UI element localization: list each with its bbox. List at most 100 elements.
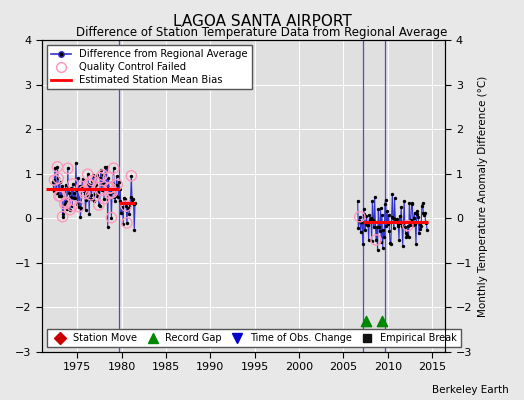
Point (389, 215, 397, 222)
Point (372, 237, 380, 243)
Point (392, 217, 400, 224)
Point (108, 181, 117, 188)
Point (420, 212, 428, 218)
Point (417, 222, 425, 229)
Point (131, 200, 139, 206)
Point (71, 195, 79, 201)
Point (106, 185, 115, 191)
Point (104, 174, 113, 181)
Point (122, 203, 130, 209)
Point (96, 174, 104, 181)
Point (69, 181, 77, 187)
Point (50, 177, 59, 183)
Point (56, 193, 64, 199)
Point (356, 214, 364, 220)
Point (387, 214, 396, 220)
Point (386, 240, 395, 246)
Point (105, 185, 113, 191)
Point (108, 189, 116, 196)
Point (61, 200, 69, 207)
Point (388, 191, 397, 197)
Point (83, 171, 92, 178)
Point (398, 242, 407, 249)
Point (119, 220, 127, 227)
Point (56, 193, 64, 199)
Point (354, 224, 363, 231)
Point (362, 212, 370, 219)
Point (381, 197, 390, 203)
Point (78, 183, 86, 190)
Point (365, 212, 374, 218)
Point (407, 217, 415, 224)
Point (122, 203, 130, 209)
Point (110, 165, 118, 172)
Point (358, 219, 366, 225)
Point (57, 193, 66, 199)
Point (113, 182, 122, 188)
Point (81, 190, 89, 197)
Point (63, 206, 71, 213)
Point (60, 194, 68, 200)
Point (58, 214, 67, 220)
Point (54, 193, 63, 199)
Point (72, 186, 81, 193)
Point (67, 184, 75, 191)
Point (89, 172, 97, 178)
Point (90, 198, 99, 204)
Point (106, 185, 115, 191)
Point (362, 221, 370, 227)
Point (95, 202, 103, 208)
Point (49, 179, 57, 186)
Point (112, 173, 121, 180)
Point (95, 203, 104, 210)
Point (128, 196, 137, 202)
Point (107, 214, 116, 221)
Point (123, 220, 131, 226)
Point (114, 194, 122, 200)
Point (104, 224, 112, 230)
Point (123, 220, 131, 226)
Point (54, 175, 62, 182)
Point (66, 206, 74, 213)
Point (112, 193, 120, 200)
Point (372, 237, 380, 243)
Point (392, 216, 401, 222)
Point (130, 227, 138, 233)
Point (70, 195, 78, 201)
Point (410, 210, 419, 216)
Point (405, 200, 413, 206)
Point (421, 219, 430, 225)
Point (80, 188, 88, 194)
Point (355, 218, 363, 225)
Point (58, 183, 66, 189)
Point (111, 198, 119, 204)
Point (66, 206, 74, 213)
Point (407, 201, 416, 207)
Point (394, 220, 402, 227)
Point (371, 219, 379, 226)
Point (99, 172, 107, 178)
Point (406, 222, 414, 228)
Point (53, 164, 62, 170)
Point (67, 194, 75, 200)
Point (410, 214, 418, 221)
Point (127, 172, 136, 179)
Point (87, 196, 95, 202)
Point (380, 234, 388, 240)
Point (412, 241, 420, 247)
Point (118, 205, 127, 212)
Point (103, 164, 111, 170)
Point (402, 234, 411, 240)
Point (75, 204, 83, 210)
Point (381, 200, 389, 207)
Point (121, 200, 129, 206)
Point (78, 183, 86, 190)
Point (88, 177, 96, 184)
Point (403, 222, 412, 229)
Point (383, 208, 391, 214)
Point (377, 239, 386, 246)
Point (115, 179, 123, 185)
Point (382, 223, 390, 229)
Point (83, 171, 92, 178)
Point (117, 210, 125, 216)
